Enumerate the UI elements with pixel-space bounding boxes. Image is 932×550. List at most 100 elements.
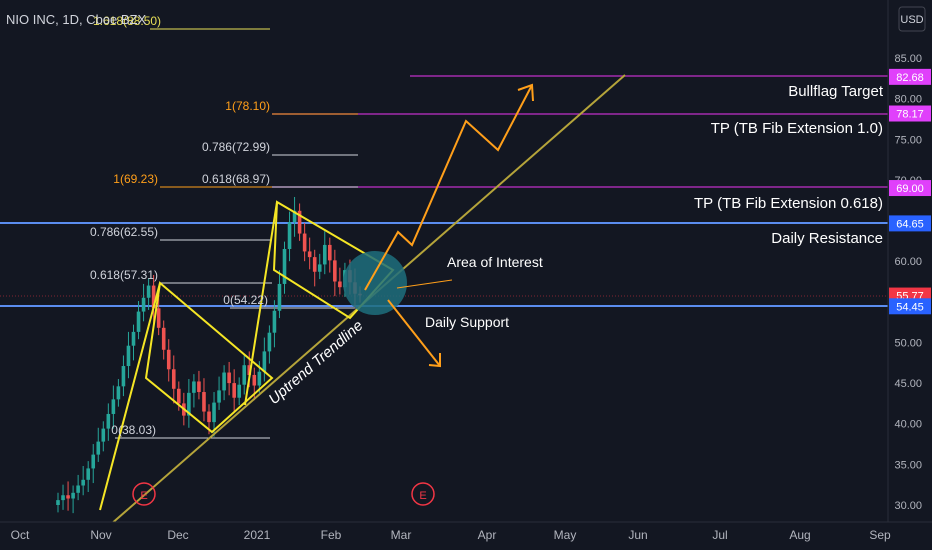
candle-body (297, 210, 302, 234)
candle-body (171, 369, 176, 389)
bearish-arrowhead (428, 353, 441, 368)
fib-label-0618-68: 0.618(68.97) (202, 172, 270, 186)
price-badge-bg (889, 298, 931, 315)
projection-arrows[interactable] (364, 83, 534, 368)
flag-1 (144, 281, 274, 434)
candle-body (217, 390, 221, 403)
price-badge: 78.17 (896, 109, 924, 121)
candle-body (272, 310, 277, 333)
currency-button[interactable]: USD (898, 6, 926, 32)
candle-body (287, 222, 292, 249)
candle-body (81, 479, 85, 486)
time-tick-label: Mar (391, 528, 412, 542)
time-tick-label: May (554, 528, 577, 542)
time-tick-label: 2021 (244, 528, 271, 542)
time-tick-label: Sep (869, 528, 891, 542)
candle-body (202, 392, 206, 412)
symbol-title: NIO INC, 1D, Cboe BZX (6, 12, 146, 27)
candle-body (242, 365, 247, 385)
candle-body (247, 365, 252, 375)
candle-body (197, 381, 201, 393)
candle-body (76, 485, 80, 493)
daily-support-label: Daily Support (425, 314, 509, 330)
candle-body (131, 331, 136, 346)
area-of-interest-circle[interactable] (343, 251, 407, 315)
candle-body (317, 264, 322, 272)
candle-body (192, 381, 196, 393)
earnings-marker-2[interactable] (411, 482, 435, 506)
fib-label-0786-72: 0.786(72.99) (202, 140, 270, 154)
candle-body (312, 257, 317, 272)
price-tick-label: 30.00 (894, 500, 922, 512)
earnings-marker-1[interactable] (132, 482, 156, 506)
fib-label-1618: 1.618(88.50) (93, 14, 161, 28)
time-axis[interactable]: Oct Nov Dec 2021 Feb Mar Apr May Jun Jul Aug Sep (0, 521, 932, 550)
bull-flags[interactable] (99, 200, 395, 511)
price-tick-label: 80.00 (894, 94, 922, 106)
candle-body (328, 244, 332, 261)
candle-body (227, 372, 231, 384)
flagpole-2 (244, 201, 278, 406)
bullflag-target-label: Bullflag Target (788, 83, 884, 100)
candle-body (212, 402, 216, 423)
candle-body (111, 399, 116, 414)
candle-body (262, 351, 267, 372)
fib-label-1-78: 1(78.10) (225, 99, 270, 113)
candle-body (302, 233, 307, 252)
candle-body (126, 345, 131, 367)
candle-body (106, 413, 111, 429)
candle-body (96, 441, 101, 455)
candle-body (187, 392, 191, 416)
candle-body (71, 492, 75, 499)
candle-body (56, 500, 60, 505)
time-tick-label: Apr (478, 528, 497, 542)
uptrend-trendline-label: Uptrend Trendline (265, 317, 366, 408)
candle-body (146, 285, 151, 298)
annotations: Bullflag Target TP (TB Fib Extension 1.0… (265, 83, 883, 408)
fib-label-0-54: 0(54.22) (223, 293, 268, 307)
candle-body (232, 383, 236, 398)
bullish-projection-arrow (364, 84, 533, 291)
candle-body (101, 428, 106, 442)
flag-2 (272, 200, 395, 320)
fib-label-0618-57: 0.618(57.31) (90, 268, 158, 282)
time-axis-bg (0, 522, 932, 550)
area-of-interest-label: Area of Interest (447, 254, 543, 270)
currency-button-label[interactable]: USD (900, 14, 923, 26)
candle-body (252, 374, 257, 386)
candle-body (141, 297, 146, 312)
aoi-pointer (396, 279, 453, 289)
tp-ext-1-label: TP (TB Fib Extension 1.0) (711, 120, 883, 137)
time-tick-labels: Oct Nov Dec 2021 Feb Mar Apr May Jun Jul Aug Sep (11, 528, 891, 542)
daily-resistance-label: Daily Resistance (771, 230, 883, 247)
time-tick-label: Nov (90, 528, 111, 542)
candle-body (156, 308, 161, 328)
bearish-projection-arrow (387, 299, 441, 367)
candle-body (86, 468, 90, 480)
price-tick-label: 60.00 (894, 256, 922, 268)
bullish-arrowhead (517, 83, 534, 102)
earnings-markers[interactable]: E E (132, 482, 435, 506)
candle-body (136, 311, 141, 332)
earnings-marker-2-label: E (419, 490, 426, 502)
candle-body (257, 371, 262, 386)
tp-ext-0618-label: TP (TB Fib Extension 0.618) (694, 195, 883, 212)
price-badge-bg (889, 105, 931, 122)
price-badge: 64.65 (896, 218, 924, 230)
currency-button-box[interactable] (898, 6, 926, 32)
fib-labels: 1.618(88.50) 1(78.10) 0.786(72.99) 1(69.… (90, 14, 270, 437)
candle-body (237, 384, 241, 398)
earnings-marker-1-label: E (140, 490, 147, 502)
candle-body (121, 366, 126, 387)
candle-body (222, 372, 226, 391)
candle-body (166, 349, 171, 370)
flagpole-1 (99, 282, 161, 511)
candle-body (91, 454, 96, 469)
price-tick-label: 85.00 (894, 53, 922, 65)
price-tick-label: 40.00 (894, 419, 922, 431)
fib-label-0-38: 0(38.03) (111, 423, 156, 437)
fib-label-1-69: 1(69.23) (113, 172, 158, 186)
price-badge-bg (889, 68, 931, 85)
